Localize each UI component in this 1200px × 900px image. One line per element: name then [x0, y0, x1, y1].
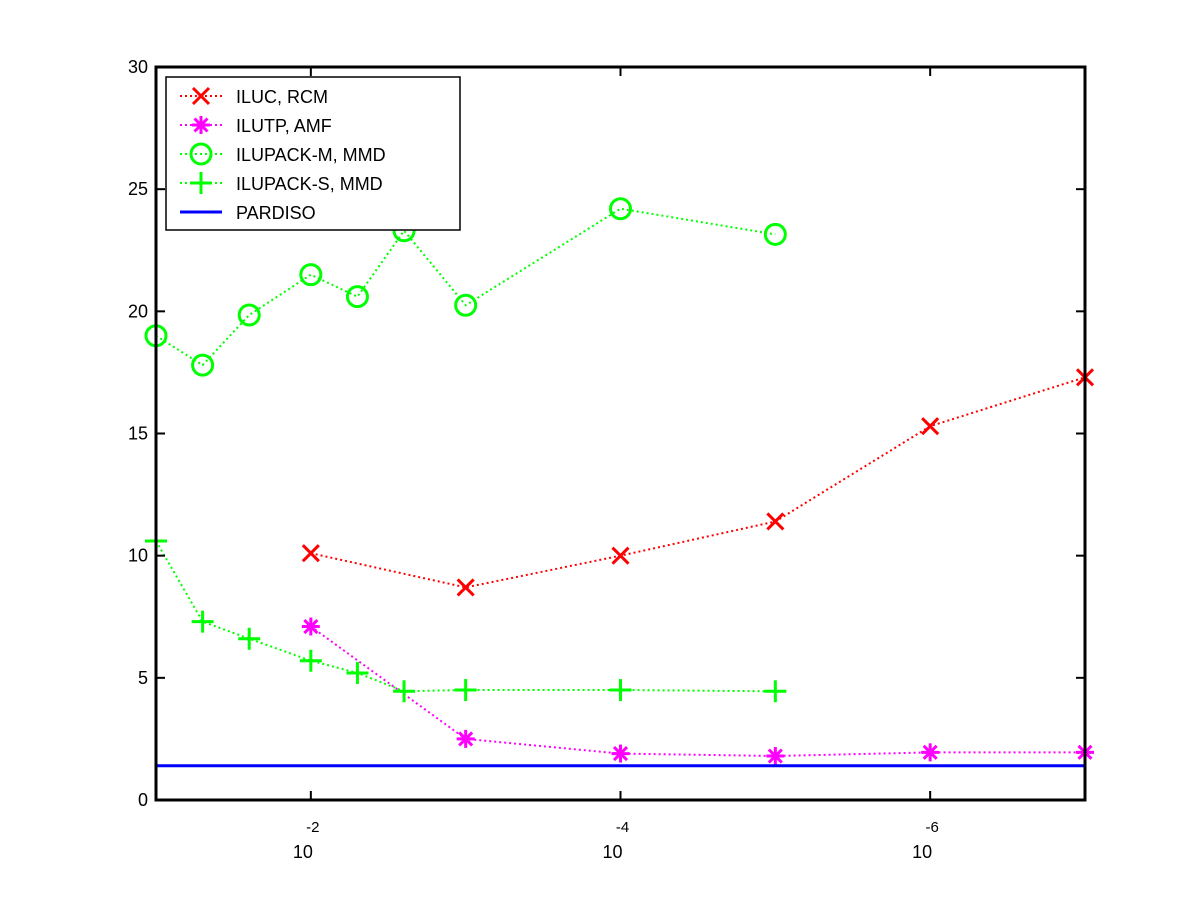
series-line — [310, 376, 1086, 589]
y-tick-label: 20 — [128, 301, 148, 321]
data-point — [454, 679, 477, 702]
data-point — [393, 680, 416, 703]
data-point — [345, 285, 369, 309]
y-tick-label: 0 — [138, 790, 148, 810]
x-tick-exponent: -6 — [925, 819, 938, 836]
circle-marker-ring — [189, 142, 213, 166]
legend-item: PARDISO — [180, 203, 316, 223]
legend-label: PARDISO — [236, 203, 316, 223]
legend-marker — [189, 142, 213, 166]
y-tick-label: 15 — [128, 424, 148, 444]
data-point — [301, 617, 320, 636]
circle-marker-ring — [299, 263, 323, 287]
y-tick-label: 5 — [138, 668, 148, 688]
circle-marker-ring — [345, 285, 369, 309]
y-tick-label: 25 — [128, 179, 148, 199]
asterisk-marker-stroke — [612, 746, 629, 762]
x-tick-exponent: -2 — [306, 819, 319, 836]
data-point — [456, 729, 475, 748]
data-point — [921, 417, 940, 436]
axes-layer: 0 5 10 15 20 25 30 -2 10 -4 10 -6 10 — [128, 57, 1087, 862]
x-tick-base: 10 — [293, 842, 313, 862]
data-point — [764, 680, 787, 703]
circle-marker-ring — [237, 303, 261, 327]
legend-label: ILUC, RCM — [236, 87, 328, 107]
circle-marker-ring — [191, 353, 215, 377]
asterisk-marker-stroke — [193, 117, 209, 133]
legend-label: ILUTP, AMF — [236, 116, 332, 136]
legend: ILUC, RCM ILUTP, AMF ILUPACK-M, MMD ILUPACK… — [165, 76, 461, 231]
data-point — [191, 353, 215, 377]
data-point — [921, 743, 940, 762]
x-marker-stroke — [191, 86, 211, 106]
data-point — [454, 293, 478, 317]
data-point — [237, 303, 261, 327]
data-point — [611, 546, 630, 565]
circle-marker-ring — [454, 293, 478, 317]
y-tick-label: 10 — [128, 546, 148, 566]
data-point — [299, 263, 323, 287]
data-point — [609, 197, 632, 221]
data-point — [301, 544, 320, 563]
x-marker-stroke — [456, 578, 475, 597]
data-point — [191, 610, 214, 633]
data-point — [346, 661, 369, 684]
data-point — [766, 747, 785, 766]
legend-item: ILUC, RCM — [180, 86, 328, 107]
legend-label: ILUPACK-S, MMD — [236, 174, 383, 194]
legend-label: ILUPACK-M, MMD — [236, 145, 386, 165]
data-point — [763, 222, 787, 246]
x-tick-base: 10 — [912, 842, 932, 862]
y-tick-label: 30 — [128, 57, 148, 77]
x-tick-exponent: -4 — [616, 819, 629, 836]
asterisk-marker-stroke — [303, 618, 319, 635]
asterisk-marker-stroke — [767, 748, 783, 764]
data-point — [456, 578, 475, 597]
legend-item: ILUPACK-M, MMD — [180, 142, 386, 166]
data-point — [766, 512, 785, 531]
x-marker-stroke — [301, 544, 320, 563]
x-marker-stroke — [766, 512, 785, 531]
data-point — [609, 679, 632, 702]
data-point — [238, 627, 261, 650]
series-0 — [301, 368, 1095, 597]
x-marker-stroke — [921, 417, 940, 436]
asterisk-marker-stroke — [922, 744, 938, 760]
legend-marker — [192, 116, 210, 134]
legend-marker — [191, 86, 211, 106]
circle-marker-ring — [609, 197, 632, 221]
legend-item: ILUPACK-S, MMD — [180, 172, 383, 194]
data-point — [299, 649, 322, 672]
data-point — [611, 744, 630, 763]
x-marker-stroke — [611, 546, 630, 565]
circle-marker-ring — [763, 222, 787, 246]
asterisk-marker-stroke — [458, 731, 474, 747]
x-tick-base: 10 — [602, 842, 622, 862]
legend-marker — [190, 172, 212, 194]
legend-item: ILUTP, AMF — [180, 116, 332, 136]
